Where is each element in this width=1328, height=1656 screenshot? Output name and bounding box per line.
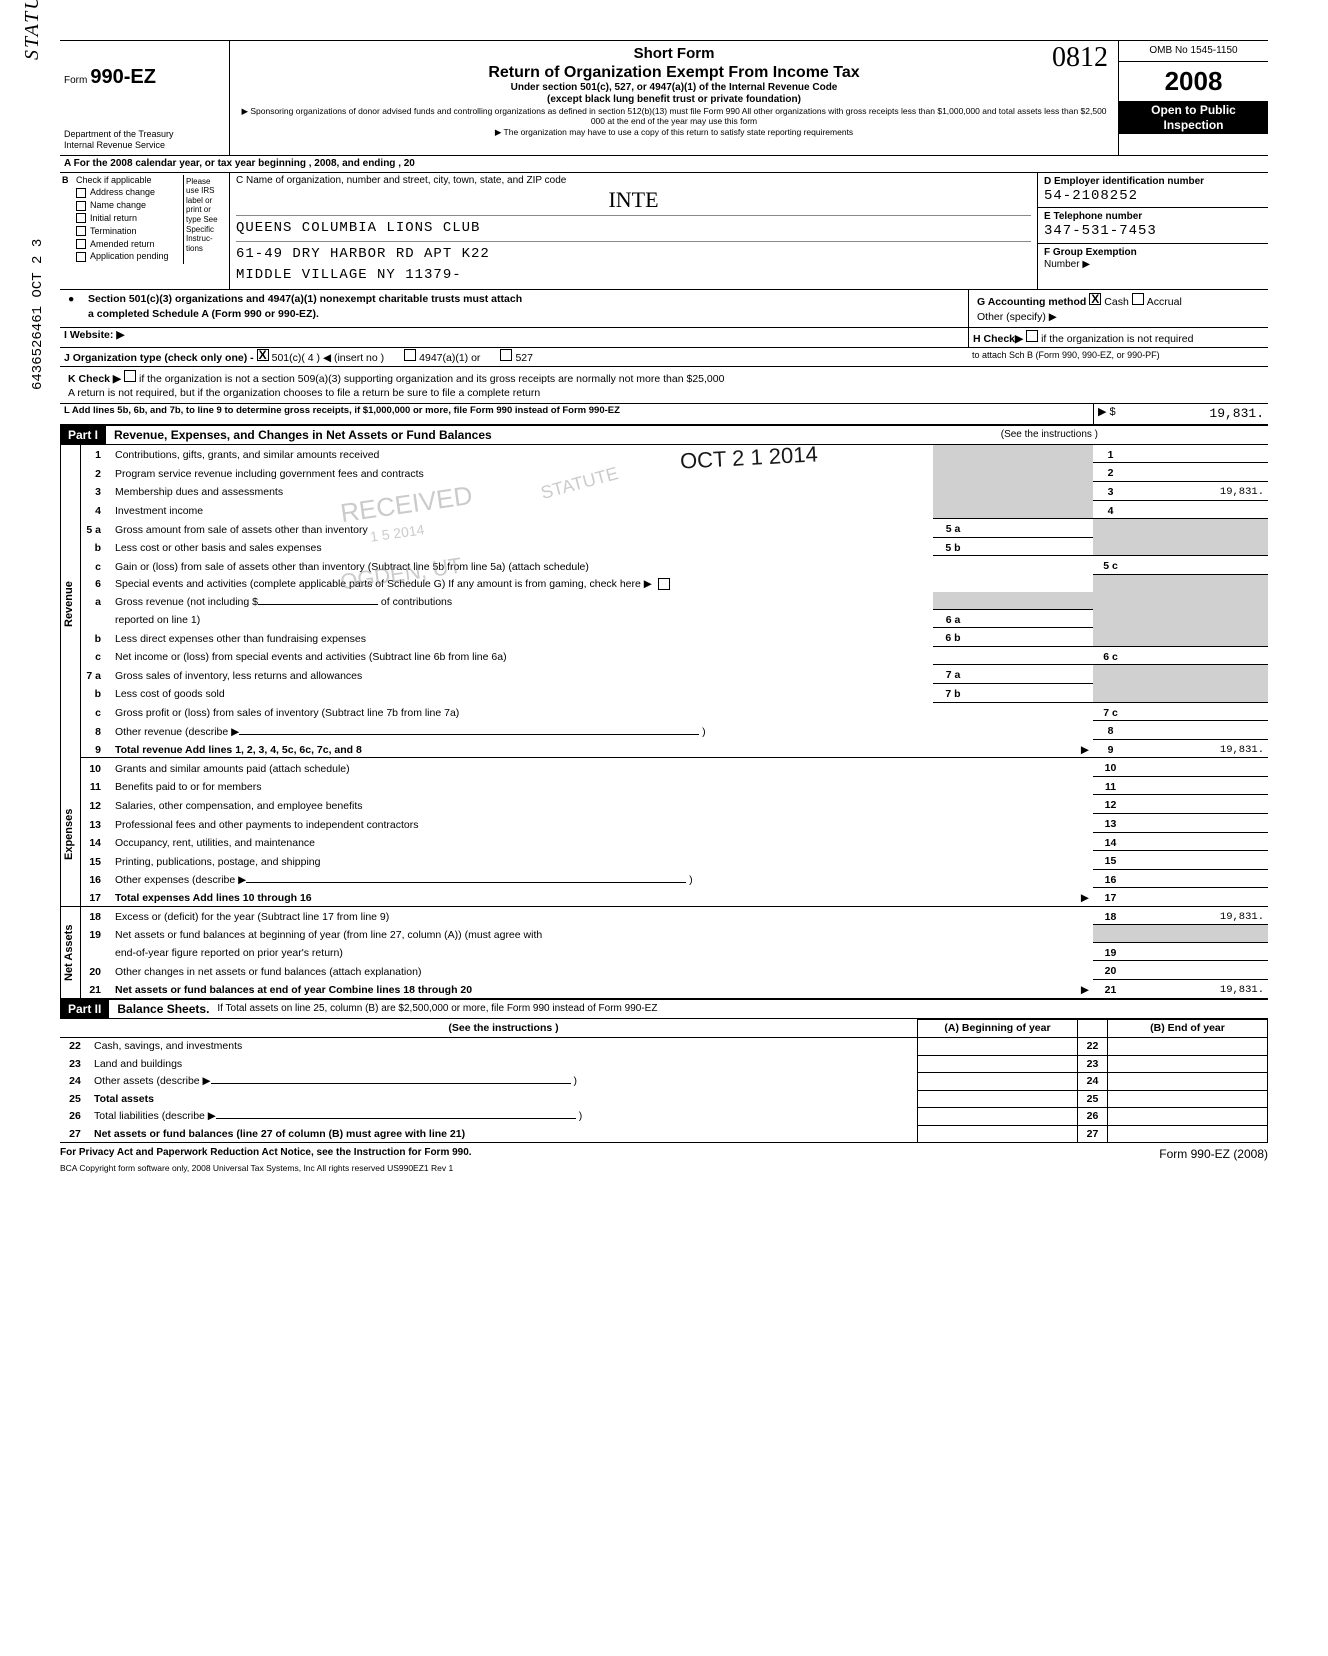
d-label: D Employer identification number	[1044, 176, 1262, 188]
dln-stamp: 6436526461 OCT 2 3	[30, 239, 47, 390]
ein: 54-2108252	[1044, 188, 1262, 205]
col-b: B Check if applicable Address change Nam…	[60, 173, 230, 290]
check-h[interactable]	[1026, 330, 1038, 342]
bca-note: BCA Copyright form software only, 2008 U…	[60, 1163, 472, 1173]
short-form-title: Short Form	[238, 45, 1110, 63]
k-label: K Check ▶	[68, 373, 121, 386]
check-cash[interactable]	[1089, 293, 1101, 305]
sponsor-note: ▶ Sponsoring organizations of donor advi…	[238, 106, 1110, 126]
part1-body: RECEIVED 1 5 2014 OGDEN, UT STATUTE OCT …	[60, 445, 1268, 999]
form-word: Form	[64, 75, 87, 86]
g-other: Other (specify) ▶	[977, 311, 1057, 324]
check-527[interactable]	[500, 349, 512, 361]
check-pending[interactable]: Application pending	[76, 251, 183, 262]
under-section: Under section 501(c), 527, or 4947(a)(1)…	[238, 82, 1110, 94]
vert-netassets: Net Assets	[60, 907, 80, 999]
vert-expenses: Expenses	[60, 763, 80, 907]
org-name: QUEENS COLUMBIA LIONS CLUB	[236, 220, 1031, 237]
except: (except black lung benefit trust or priv…	[238, 94, 1110, 106]
handwritten-0812: 0812	[1052, 41, 1108, 75]
handwritten-inte: INTE	[236, 187, 1031, 213]
h-label: H Check▶	[973, 333, 1023, 346]
section-i-h: I Website: ▶ H Check▶ if the organizatio…	[60, 328, 1268, 349]
f-label: F Group Exemption	[1044, 247, 1262, 259]
i-website: I Website: ▶	[64, 329, 124, 342]
balance-table: (See the instructions ) (A) Beginning of…	[60, 1019, 1268, 1143]
check-4947[interactable]	[404, 349, 416, 361]
label-note: Please use IRS label or print or type Se…	[183, 175, 227, 265]
f-number: Number ▶	[1044, 259, 1262, 271]
section-l: L Add lines 5b, 6b, and 7b, to line 9 to…	[60, 404, 1268, 425]
dept-treasury: Department of the Treasury	[64, 129, 225, 140]
org-addr2: MIDDLE VILLAGE NY 11379-	[236, 267, 1031, 284]
l-amount: 19,831.	[1116, 406, 1264, 422]
c-header: C Name of organization, number and stree…	[236, 175, 1031, 187]
form-page: STATUTE CLEARED 6436526461 OCT 2 3 0812 …	[60, 40, 1268, 1174]
privacy-note: For Privacy Act and Paperwork Reduction …	[60, 1147, 472, 1159]
check-name[interactable]: Name change	[76, 200, 183, 211]
header-left: Form 990-EZ Department of the Treasury I…	[60, 41, 230, 155]
footer: For Privacy Act and Paperwork Reduction …	[60, 1143, 1268, 1173]
check-k[interactable]	[124, 370, 136, 382]
col-d: D Employer identification number 54-2108…	[1038, 173, 1268, 290]
omb-number: OMB No 1545-1150	[1119, 41, 1268, 62]
section-501c3-g: ●Section 501(c)(3) organizations and 494…	[60, 290, 1268, 327]
header-right: OMB No 1545-1150 2008 Open to Public Ins…	[1118, 41, 1268, 155]
org-addr1: 61-49 DRY HARBOR RD APT K22	[236, 246, 1031, 263]
check-amended[interactable]: Amended return	[76, 239, 183, 250]
irs: Internal Revenue Service	[64, 140, 225, 151]
open-public: Open to Public Inspection	[1119, 101, 1268, 134]
return-title: Return of Organization Exempt From Incom…	[238, 63, 1110, 82]
vert-revenue: Revenue	[60, 445, 80, 763]
form-footer: Form 990-EZ (2008)	[1159, 1147, 1268, 1173]
row-a-tax-year: A For the 2008 calendar year, or tax yea…	[60, 156, 1268, 173]
part1-header: Part I Revenue, Expenses, and Changes in…	[60, 425, 1268, 445]
part2-header: Part II Balance Sheets. If Total assets …	[60, 999, 1268, 1019]
statute-cleared-stamp: STATUTE CLEARED	[20, 0, 44, 60]
copy-note: ▶ The organization may have to use a cop…	[238, 127, 1110, 137]
part1-table: 1Contributions, gifts, grants, and simil…	[81, 445, 1268, 999]
phone: 347-531-7453	[1044, 223, 1262, 240]
tax-year: 2008	[1119, 62, 1268, 101]
section-j: J Organization type (check only one) - 5…	[60, 348, 1268, 367]
check-501c[interactable]	[257, 349, 269, 361]
check-accrual[interactable]	[1132, 293, 1144, 305]
section-k: K Check ▶ if the organization is not a s…	[60, 367, 1268, 404]
form-number: 990-EZ	[90, 66, 156, 88]
g-label: G Accounting method	[977, 296, 1086, 309]
check-gaming[interactable]	[658, 578, 670, 590]
l-label: L Add lines 5b, 6b, and 7b, to line 9 to…	[64, 405, 620, 416]
section-bcd: B Check if applicable Address change Nam…	[60, 173, 1268, 291]
check-address[interactable]: Address change	[76, 187, 183, 198]
col-c: C Name of organization, number and stree…	[230, 173, 1038, 290]
check-initial[interactable]: Initial return	[76, 213, 183, 224]
header-center: Short Form Return of Organization Exempt…	[230, 41, 1118, 155]
e-label: E Telephone number	[1044, 211, 1262, 223]
form-header: 0812 Form 990-EZ Department of the Treas…	[60, 40, 1268, 156]
j-label: J Organization type (check only one) -	[64, 352, 254, 365]
check-termination[interactable]: Termination	[76, 226, 183, 237]
